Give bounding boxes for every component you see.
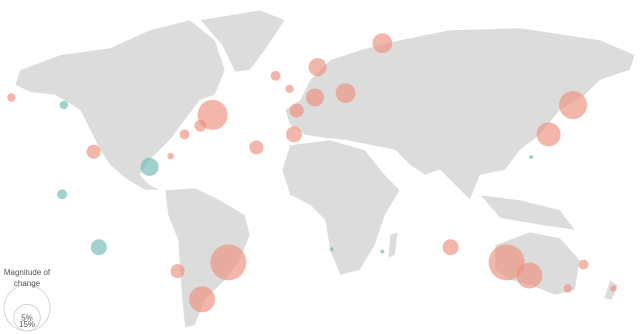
bubble [559, 91, 588, 120]
bubble [563, 284, 573, 293]
bubble [285, 84, 294, 94]
legend-label: 5% [21, 314, 33, 323]
bubble [442, 239, 459, 256]
bubble [179, 129, 190, 140]
bubble [529, 155, 534, 160]
land [14, 9, 636, 329]
bubble [140, 157, 159, 176]
bubble [305, 88, 324, 107]
bubble [197, 99, 228, 130]
bubble [86, 144, 101, 159]
bubble [578, 259, 589, 270]
bubble [335, 83, 356, 104]
bubble [286, 126, 302, 143]
madagascar [387, 231, 399, 259]
southeast-asia [479, 194, 576, 231]
legend-label: 15% [19, 320, 35, 329]
bubble [90, 239, 107, 256]
bubbles [7, 33, 617, 313]
bubble [516, 262, 543, 289]
north-america [14, 19, 226, 191]
legend: 5%15% [3, 284, 51, 332]
bubble [488, 244, 525, 281]
bubble [372, 33, 393, 54]
bubble [210, 244, 247, 281]
bubble [59, 100, 69, 110]
bubble [329, 247, 334, 252]
bubble [380, 249, 385, 254]
greenland [199, 9, 286, 73]
africa [281, 139, 401, 276]
bubble [270, 70, 281, 81]
bubble [57, 189, 68, 200]
bubble [249, 140, 264, 155]
bubble [536, 122, 561, 147]
bubble [167, 152, 174, 160]
eurasia [284, 27, 636, 201]
legend-title: Magnitude of change [3, 268, 51, 288]
legend-circle [3, 284, 51, 332]
bubble [189, 286, 216, 313]
bubble [170, 264, 185, 279]
bubble [289, 103, 304, 118]
bubble [308, 58, 327, 77]
bubble [610, 285, 617, 292]
bubble [7, 93, 16, 102]
